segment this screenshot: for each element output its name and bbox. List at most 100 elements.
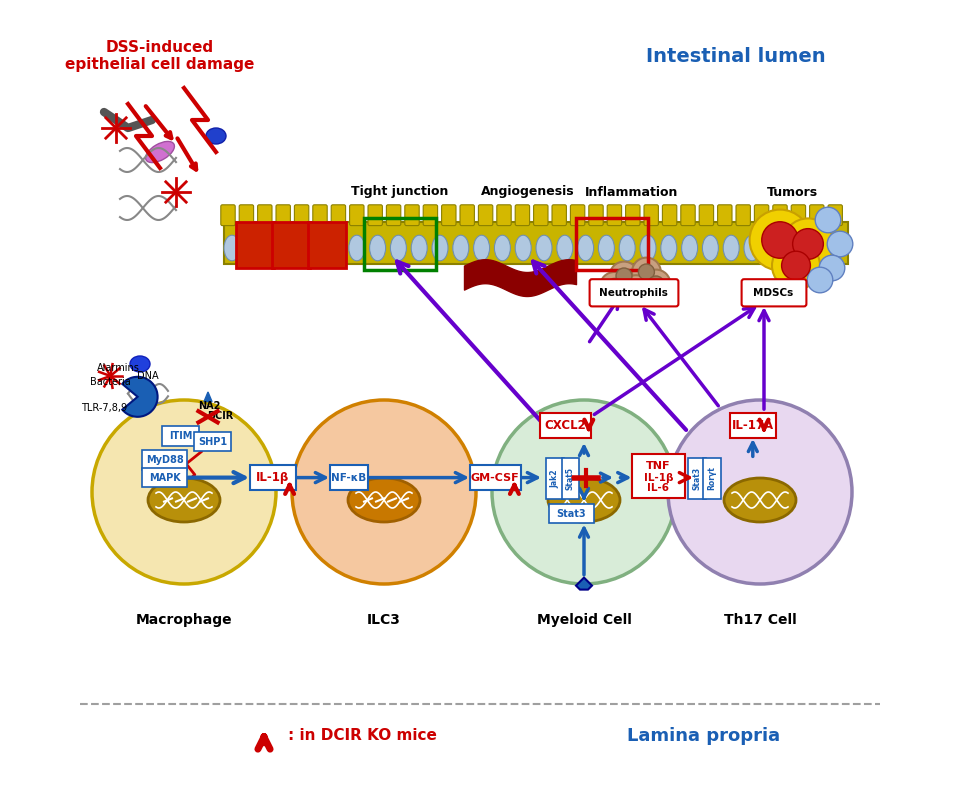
FancyBboxPatch shape	[608, 205, 622, 226]
Circle shape	[782, 218, 833, 270]
FancyBboxPatch shape	[546, 458, 564, 499]
FancyBboxPatch shape	[809, 205, 824, 226]
Text: IL-1β: IL-1β	[256, 471, 289, 484]
Ellipse shape	[516, 235, 531, 261]
Text: DSS-induced
epithelial cell damage: DSS-induced epithelial cell damage	[65, 40, 254, 72]
Ellipse shape	[682, 235, 698, 261]
Ellipse shape	[785, 235, 802, 261]
Text: Tight junction: Tight junction	[351, 186, 448, 198]
FancyBboxPatch shape	[704, 458, 721, 499]
Text: Tumors: Tumors	[766, 186, 818, 198]
Text: Stat3: Stat3	[557, 509, 586, 518]
Ellipse shape	[578, 235, 593, 261]
Text: Th17 Cell: Th17 Cell	[724, 613, 797, 627]
Circle shape	[607, 278, 622, 294]
FancyBboxPatch shape	[588, 205, 603, 226]
Ellipse shape	[348, 478, 420, 522]
FancyBboxPatch shape	[662, 205, 677, 226]
Text: Bacteria: Bacteria	[90, 378, 131, 387]
Circle shape	[750, 210, 810, 270]
Text: Macrophage: Macrophage	[135, 613, 232, 627]
Circle shape	[616, 268, 632, 284]
Ellipse shape	[724, 478, 796, 522]
Text: : in DCIR KO mice: : in DCIR KO mice	[288, 729, 437, 743]
Circle shape	[762, 222, 799, 258]
FancyBboxPatch shape	[828, 205, 843, 226]
FancyBboxPatch shape	[562, 458, 579, 499]
Ellipse shape	[348, 235, 365, 261]
Text: IL-6: IL-6	[647, 483, 669, 493]
Ellipse shape	[703, 235, 718, 261]
Text: NA2: NA2	[199, 401, 221, 410]
FancyBboxPatch shape	[313, 205, 327, 226]
FancyBboxPatch shape	[534, 205, 548, 226]
FancyBboxPatch shape	[142, 468, 187, 487]
Ellipse shape	[146, 142, 175, 162]
FancyBboxPatch shape	[589, 279, 679, 306]
Text: DNA: DNA	[137, 371, 158, 381]
Circle shape	[638, 264, 655, 280]
FancyBboxPatch shape	[626, 205, 640, 226]
FancyBboxPatch shape	[540, 413, 591, 438]
FancyBboxPatch shape	[460, 205, 474, 226]
Circle shape	[92, 400, 276, 584]
Text: TLR-7,8,9: TLR-7,8,9	[81, 403, 127, 413]
FancyBboxPatch shape	[308, 222, 347, 268]
Text: IL-1β: IL-1β	[643, 473, 673, 482]
FancyBboxPatch shape	[644, 205, 659, 226]
Ellipse shape	[640, 235, 656, 261]
FancyBboxPatch shape	[791, 205, 805, 226]
FancyBboxPatch shape	[469, 465, 520, 490]
Ellipse shape	[286, 235, 302, 261]
Ellipse shape	[828, 235, 843, 261]
Circle shape	[648, 276, 664, 292]
Text: DCIR: DCIR	[206, 411, 233, 421]
Text: Stat3: Stat3	[692, 467, 702, 490]
Ellipse shape	[806, 235, 823, 261]
FancyBboxPatch shape	[681, 205, 695, 226]
Ellipse shape	[206, 128, 226, 144]
Ellipse shape	[473, 235, 490, 261]
Text: TNF: TNF	[646, 461, 671, 470]
FancyBboxPatch shape	[272, 222, 310, 268]
Circle shape	[641, 270, 670, 298]
Ellipse shape	[391, 235, 406, 261]
FancyBboxPatch shape	[295, 205, 309, 226]
FancyBboxPatch shape	[368, 205, 382, 226]
Ellipse shape	[328, 235, 344, 261]
Ellipse shape	[557, 235, 573, 261]
Ellipse shape	[130, 356, 150, 372]
FancyBboxPatch shape	[730, 413, 776, 438]
Circle shape	[668, 400, 852, 584]
FancyBboxPatch shape	[239, 205, 253, 226]
Circle shape	[610, 262, 638, 290]
Ellipse shape	[660, 235, 677, 261]
Circle shape	[772, 242, 820, 290]
Ellipse shape	[245, 235, 261, 261]
Circle shape	[632, 258, 660, 286]
Text: MyD88: MyD88	[146, 455, 183, 465]
Circle shape	[815, 207, 841, 233]
FancyBboxPatch shape	[718, 205, 732, 226]
Text: Rorγt: Rorγt	[708, 466, 716, 490]
Ellipse shape	[307, 235, 324, 261]
FancyBboxPatch shape	[349, 205, 364, 226]
Ellipse shape	[598, 235, 614, 261]
Text: Myeloid Cell: Myeloid Cell	[537, 613, 632, 627]
Ellipse shape	[619, 235, 636, 261]
FancyBboxPatch shape	[699, 205, 713, 226]
FancyBboxPatch shape	[250, 465, 296, 490]
FancyBboxPatch shape	[221, 205, 235, 226]
Ellipse shape	[765, 235, 780, 261]
Text: CXCL2: CXCL2	[544, 419, 587, 432]
Ellipse shape	[453, 235, 468, 261]
Wedge shape	[122, 377, 157, 417]
Ellipse shape	[744, 235, 760, 261]
FancyBboxPatch shape	[741, 279, 806, 306]
Text: MDSCs: MDSCs	[754, 288, 794, 298]
Circle shape	[292, 400, 476, 584]
Text: Stat5: Stat5	[565, 467, 575, 490]
FancyBboxPatch shape	[423, 205, 438, 226]
Ellipse shape	[432, 235, 448, 261]
Text: MAPK: MAPK	[149, 473, 180, 482]
